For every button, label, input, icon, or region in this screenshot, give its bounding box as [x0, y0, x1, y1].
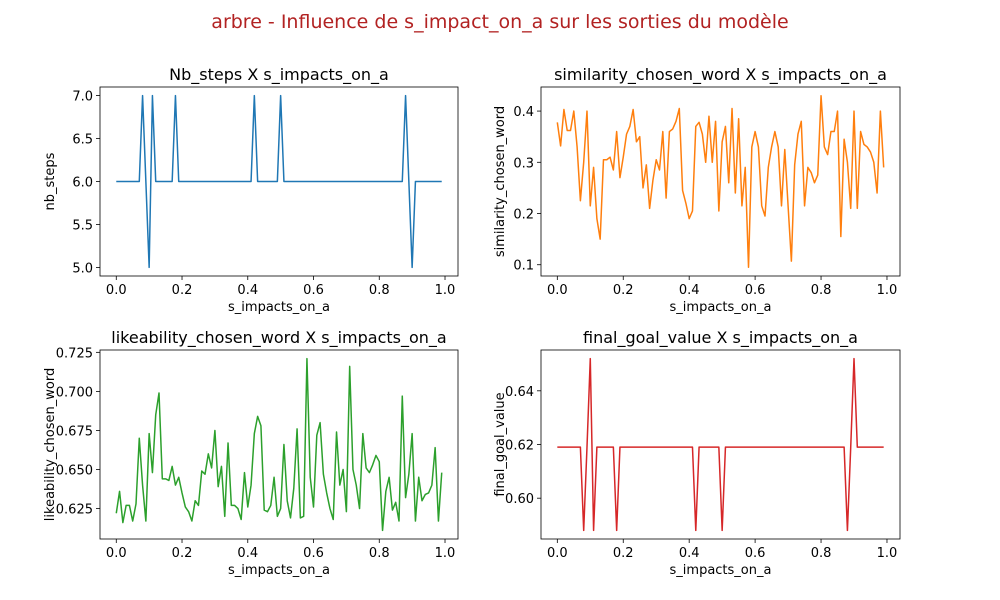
y-axis-label: final_goal_value [493, 392, 508, 496]
figure-title: arbre - Influence de s_impact_on_a sur l… [211, 11, 788, 33]
x-axis-label: s_impacts_on_a [670, 300, 772, 315]
x-axis-label: s_impacts_on_a [228, 563, 330, 578]
data-line [115, 357, 443, 532]
x-tick-label: 0.4 [679, 283, 700, 298]
y-tick-label: 6.5 [72, 133, 93, 148]
x-tick-label: 0.6 [745, 546, 766, 561]
y-axis-label: likeability_chosen_word [43, 368, 58, 521]
y-tick-label: 0.650 [56, 463, 93, 478]
x-tick-label: 0.0 [547, 283, 568, 298]
y-tick-label: 0.62 [505, 439, 534, 454]
y-tick-label: 6.0 [72, 176, 93, 191]
x-tick-label: 0.8 [811, 546, 832, 561]
x-tick-label: 1.0 [877, 283, 898, 298]
y-tick-label: 0.4 [513, 105, 534, 120]
axes-frame [99, 86, 459, 277]
x-tick-label: 0.2 [613, 283, 634, 298]
x-tick-label: 1.0 [877, 546, 898, 561]
x-tick-label: 0.8 [811, 283, 832, 298]
x-tick-label: 0.2 [172, 283, 193, 298]
x-tick-label: 0.0 [106, 283, 127, 298]
x-tick-label: 0.6 [745, 283, 766, 298]
data-line [116, 94, 442, 269]
y-tick-label: 0.725 [56, 346, 93, 361]
axes-title: similarity_chosen_word X s_impacts_on_a [554, 65, 887, 85]
x-tick-label: 0.2 [613, 546, 634, 561]
axes-title: likeability_chosen_word X s_impacts_on_a [111, 328, 446, 348]
y-tick-label: 5.5 [72, 218, 93, 233]
y-tick-label: 0.2 [513, 208, 534, 223]
axes-title: Nb_steps X s_impacts_on_a [169, 65, 389, 85]
y-tick-label: 7.0 [72, 90, 93, 105]
axes-frame [540, 349, 901, 540]
axes-frame [99, 349, 459, 540]
x-tick-label: 1.0 [435, 283, 456, 298]
data-line [557, 357, 884, 532]
y-axis-label: nb_steps [43, 152, 58, 210]
data-line [556, 94, 885, 269]
x-tick-label: 0.2 [172, 546, 193, 561]
y-tick-label: 0.625 [56, 503, 93, 518]
axes-frame [540, 86, 901, 277]
x-tick-label: 0.4 [237, 546, 258, 561]
x-tick-label: 0.6 [303, 546, 324, 561]
x-tick-label: 0.8 [369, 283, 390, 298]
y-axis-label: similarity_chosen_word [493, 106, 508, 257]
x-tick-label: 0.8 [369, 546, 390, 561]
x-tick-label: 0.0 [547, 546, 568, 561]
x-tick-label: 0.4 [679, 546, 700, 561]
y-tick-label: 0.700 [56, 385, 93, 400]
y-tick-label: 5.0 [72, 261, 93, 276]
y-tick-label: 0.60 [505, 492, 534, 507]
x-tick-label: 0.4 [237, 283, 258, 298]
y-tick-label: 0.675 [56, 424, 93, 439]
x-tick-label: 1.0 [435, 546, 456, 561]
x-tick-label: 0.6 [303, 283, 324, 298]
y-tick-label: 0.64 [505, 385, 534, 400]
x-axis-label: s_impacts_on_a [228, 300, 330, 315]
y-tick-label: 0.3 [513, 156, 534, 171]
y-tick-label: 0.1 [513, 259, 534, 274]
axes-title: final_goal_value X s_impacts_on_a [583, 328, 858, 348]
x-axis-label: s_impacts_on_a [670, 563, 772, 578]
x-tick-label: 0.0 [106, 546, 127, 561]
